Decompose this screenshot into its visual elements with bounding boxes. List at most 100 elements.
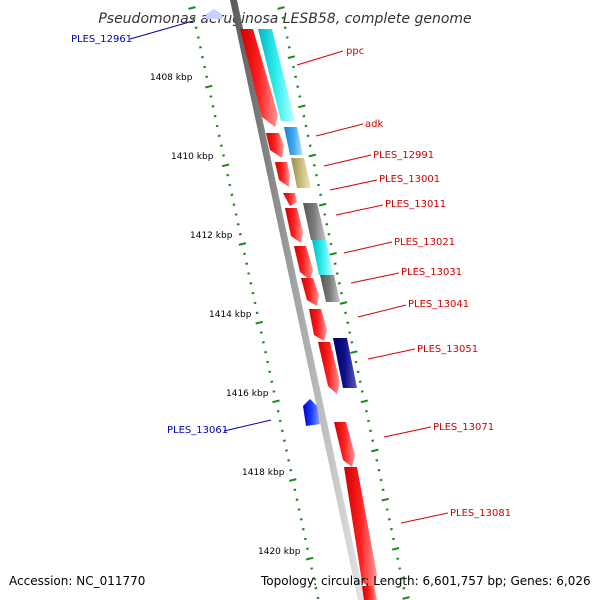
minor-tick	[396, 557, 400, 560]
minor-tick	[247, 272, 251, 275]
genome-backbone	[230, 0, 365, 600]
cds-ples-13051[interactable]	[318, 342, 340, 394]
minor-tick	[369, 429, 373, 433]
cds-ples-13071[interactable]	[334, 422, 355, 467]
gene-label-ples-13011[interactable]: PLES_13011	[385, 199, 446, 210]
kbp-label: 1410 kbp	[171, 152, 214, 162]
major-tick	[255, 320, 263, 325]
minor-tick	[354, 360, 358, 364]
minor-tick	[219, 144, 223, 147]
minor-tick	[314, 586, 318, 590]
major-tick	[289, 478, 297, 482]
minor-tick	[226, 173, 230, 177]
cds-ples-13011[interactable]	[285, 208, 303, 243]
gene-label-ples-13051[interactable]: PLES_13051	[417, 344, 478, 355]
minor-tick	[344, 311, 348, 315]
gene-label-ples-13071[interactable]: PLES_13071	[433, 422, 494, 433]
cds-ples-13031[interactable]	[301, 278, 319, 306]
minor-tick	[323, 213, 327, 216]
cog-block-ples-13051[interactable]	[333, 338, 357, 388]
minor-tick	[259, 331, 263, 334]
minor-tick	[317, 183, 320, 187]
minor-tick	[297, 508, 301, 511]
minor-tick	[295, 498, 299, 501]
minor-tick	[215, 124, 219, 128]
cds-partial-bottom[interactable]	[362, 586, 377, 600]
minor-tick	[398, 567, 402, 570]
minor-tick	[276, 409, 280, 413]
kbp-label: 1412 kbp	[190, 231, 233, 241]
minor-tick	[201, 55, 204, 59]
minor-tick	[346, 321, 350, 324]
minor-tick	[209, 95, 213, 98]
minor-tick	[364, 409, 368, 413]
cog-block-ples-12991[interactable]	[291, 158, 311, 188]
minor-tick	[333, 262, 337, 265]
cds-ples-13041[interactable]	[309, 309, 327, 341]
cog-block-adk[interactable]	[284, 127, 303, 155]
major-tick	[298, 104, 306, 109]
cds-adk[interactable]	[266, 133, 284, 158]
cog-block-ples-13011[interactable]	[303, 203, 326, 240]
gene-label-ples-13031[interactable]: PLES_13031	[401, 267, 462, 278]
minor-tick	[312, 577, 316, 580]
kbp-label: 1408 kbp	[150, 73, 193, 83]
gene-label-ples-13021[interactable]: PLES_13021	[394, 237, 455, 248]
cds-ples-13061[interactable]	[303, 399, 320, 426]
minor-tick	[203, 65, 207, 69]
minor-tick	[302, 114, 306, 118]
gene-label-ples-13041[interactable]: PLES_13041	[408, 299, 469, 310]
minor-tick	[310, 567, 314, 570]
major-tick	[339, 301, 348, 305]
cds-ples-13021[interactable]	[294, 246, 313, 280]
minor-tick	[213, 114, 217, 118]
gene-label-ples-13001[interactable]: PLES_13001	[379, 174, 440, 185]
minor-tick	[272, 390, 276, 393]
minor-tick	[301, 527, 305, 531]
minor-tick	[293, 488, 297, 492]
cds-ples-12961[interactable]	[206, 9, 222, 19]
leader-line	[296, 50, 344, 66]
kbp-label: 1416 kbp	[226, 389, 269, 399]
minor-tick	[339, 291, 343, 295]
gene-label-ples-12961[interactable]: PLES_12961	[71, 34, 132, 45]
major-tick	[277, 6, 285, 10]
cog-block-ples-13021[interactable]	[312, 240, 333, 275]
major-tick	[391, 547, 400, 551]
minor-tick	[268, 370, 272, 374]
leader-line	[400, 512, 449, 524]
minor-tick	[379, 478, 383, 482]
gene-label-ples-13061[interactable]: PLES_13061	[167, 425, 228, 436]
cog-block-ppc[interactable]	[258, 29, 295, 121]
cds-ples-12991[interactable]	[275, 162, 290, 187]
gene-label-ples-13081[interactable]: PLES_13081	[450, 508, 511, 519]
major-tick	[350, 350, 358, 354]
minor-tick	[253, 301, 257, 305]
minor-tick	[294, 75, 298, 79]
cds-ples-13001[interactable]	[283, 193, 297, 206]
gene-label-adk[interactable]: adk	[365, 119, 383, 130]
cds-ples-13081[interactable]	[344, 467, 377, 590]
minor-tick	[222, 154, 225, 157]
feature-track	[206, 9, 377, 600]
minor-tick	[230, 193, 234, 197]
major-tick	[305, 556, 314, 561]
leader-line	[335, 204, 384, 216]
minor-tick	[283, 26, 287, 29]
minor-tick	[280, 429, 284, 433]
outer-tick-ring	[277, 6, 410, 600]
gene-label-ples-12991[interactable]: PLES_12991	[373, 150, 434, 161]
minor-tick	[387, 518, 391, 521]
minor-tick	[312, 164, 316, 167]
minor-tick	[264, 350, 267, 354]
minor-tick	[316, 596, 320, 600]
minor-tick	[289, 468, 293, 472]
leader-line	[323, 154, 372, 167]
gene-label-ppc[interactable]: ppc	[346, 46, 364, 57]
minor-tick	[243, 252, 246, 256]
cds-ppc[interactable]	[240, 29, 278, 127]
minor-tick	[232, 203, 236, 206]
cog-block-ples-13031[interactable]	[320, 275, 340, 302]
minor-tick	[287, 459, 291, 462]
